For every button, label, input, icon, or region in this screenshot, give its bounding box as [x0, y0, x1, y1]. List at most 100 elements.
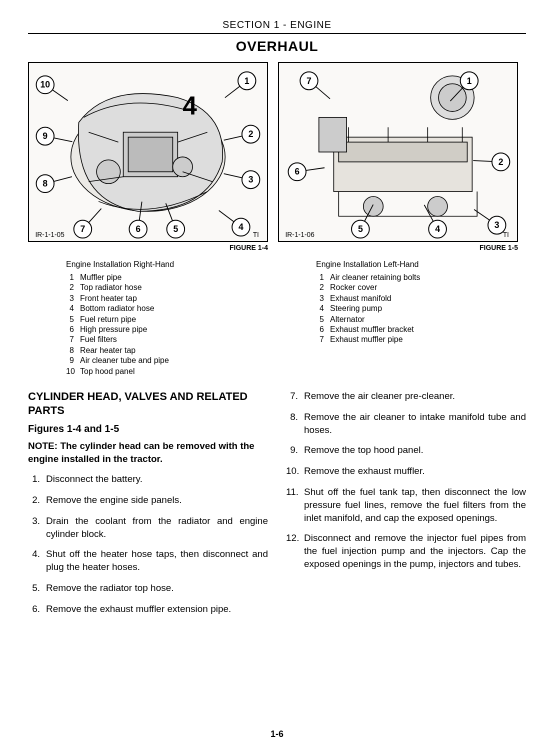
callout-number: 9 — [66, 356, 80, 366]
left-column: CYLINDER HEAD, VALVES AND RELATED PARTS … — [28, 391, 268, 625]
callout-row: 1Air cleaner retaining bolts — [316, 273, 518, 283]
step-text: Remove the radiator top hose. — [46, 583, 174, 596]
figure-1-4: 4 12345678910 IR-1-1-05 TI — [28, 62, 268, 242]
callout-bubble-number: 2 — [248, 129, 253, 139]
step-item: 4.Shut off the heater hose taps, then di… — [28, 549, 268, 575]
callout-bubble-number: 7 — [80, 224, 85, 234]
callout-row: 2Rocker cover — [316, 283, 518, 293]
figure-left-wrap: 4 12345678910 IR-1-1-05 TI FIGURE 1-4 — [28, 62, 268, 252]
step-number: 7. — [286, 391, 304, 404]
step-item: 12.Disconnect and remove the injector fu… — [286, 533, 526, 571]
callout-bubble-number: 7 — [307, 76, 312, 86]
callout-row: 6Exhaust muffler bracket — [316, 325, 518, 335]
callout-title-left: Engine Installation Right-Hand — [66, 260, 268, 269]
callout-row: 4Steering pump — [316, 304, 518, 314]
step-number: 5. — [28, 583, 46, 596]
step-item: 8.Remove the air cleaner to intake manif… — [286, 412, 526, 438]
engine-diagram-right: 1234567 IR-1-1-06 TI — [279, 63, 517, 241]
callout-number: 8 — [66, 346, 80, 356]
step-item: 7.Remove the air cleaner pre-cleaner. — [286, 391, 526, 404]
callout-number: 2 — [316, 283, 330, 293]
callout-number: 6 — [316, 325, 330, 335]
callout-bubble-number: 6 — [136, 224, 141, 234]
step-text: Remove the exhaust muffler extension pip… — [46, 604, 231, 617]
callout-number: 7 — [66, 335, 80, 345]
callout-row: 3Front heater tap — [66, 294, 268, 304]
callout-number: 5 — [66, 315, 80, 325]
steps-list-right: 7.Remove the air cleaner pre-cleaner.8.R… — [286, 391, 526, 572]
callout-text: Bottom radiator hose — [80, 304, 154, 314]
step-item: 2.Remove the engine side panels. — [28, 495, 268, 508]
callout-text: Exhaust muffler pipe — [330, 335, 403, 345]
callout-row: 10Top hood panel — [66, 367, 268, 377]
callout-row: 4Bottom radiator hose — [66, 304, 268, 314]
step-text: Remove the engine side panels. — [46, 495, 182, 508]
figure-1-5: 1234567 IR-1-1-06 TI — [278, 62, 518, 242]
page-title: OVERHAUL — [28, 38, 526, 54]
callout-bubble-number: 6 — [295, 167, 300, 177]
fig-corner-r: TI — [503, 232, 509, 239]
step-number: 8. — [286, 412, 304, 438]
callout-block-right: Engine Installation Left-Hand 1Air clean… — [278, 260, 518, 377]
callout-number: 7 — [316, 335, 330, 345]
step-number: 6. — [28, 604, 46, 617]
callout-row: 5Alternator — [316, 315, 518, 325]
callout-bubble-number: 3 — [248, 175, 253, 185]
callout-text: Air cleaner tube and pipe — [80, 356, 169, 366]
step-number: 2. — [28, 495, 46, 508]
step-text: Remove the exhaust muffler. — [304, 466, 425, 479]
callout-list-left: 1Muffler pipe2Top radiator hose3Front he… — [66, 273, 268, 377]
section-header: SECTION 1 - ENGINE — [28, 20, 526, 31]
right-column: 7.Remove the air cleaner pre-cleaner.8.R… — [286, 391, 526, 625]
engine-diagram-left: 4 12345678910 IR-1-1-05 TI — [29, 63, 267, 241]
step-item: 6.Remove the exhaust muffler extension p… — [28, 604, 268, 617]
callout-number: 3 — [316, 294, 330, 304]
figure-row: 4 12345678910 IR-1-1-05 TI FIGURE 1-4 — [28, 62, 526, 252]
step-number: 3. — [28, 516, 46, 542]
steps-list-left: 1.Disconnect the battery.2.Remove the en… — [28, 474, 268, 617]
callout-text: Top hood panel — [80, 367, 135, 377]
page-number: 1-6 — [0, 729, 554, 739]
callout-columns: Engine Installation Right-Hand 1Muffler … — [28, 260, 526, 377]
callout-text: Steering pump — [330, 304, 382, 314]
svg-text:4: 4 — [183, 92, 198, 120]
figure-reference: Figures 1-4 and 1-5 — [28, 424, 268, 435]
step-number: 12. — [286, 533, 304, 571]
callout-number: 2 — [66, 283, 80, 293]
figure-caption-right: FIGURE 1-5 — [278, 245, 518, 252]
fig-corner-r: TI — [253, 232, 259, 239]
callout-text: Rear heater tap — [80, 346, 136, 356]
callout-number: 1 — [316, 273, 330, 283]
callout-row: 8Rear heater tap — [66, 346, 268, 356]
callout-bubble-number: 4 — [435, 224, 440, 234]
callout-text: Muffler pipe — [80, 273, 122, 283]
step-item: 5.Remove the radiator top hose. — [28, 583, 268, 596]
callout-number: 10 — [66, 367, 80, 377]
step-item: 10.Remove the exhaust muffler. — [286, 466, 526, 479]
step-number: 9. — [286, 445, 304, 458]
step-number: 10. — [286, 466, 304, 479]
callout-block-left: Engine Installation Right-Hand 1Muffler … — [28, 260, 268, 377]
callout-number: 1 — [66, 273, 80, 283]
callout-number: 5 — [316, 315, 330, 325]
callout-number: 4 — [66, 304, 80, 314]
callout-row: 9Air cleaner tube and pipe — [66, 356, 268, 366]
callout-text: Exhaust muffler bracket — [330, 325, 414, 335]
step-number: 1. — [28, 474, 46, 487]
main-columns: CYLINDER HEAD, VALVES AND RELATED PARTS … — [28, 391, 526, 625]
callout-list-right: 1Air cleaner retaining bolts2Rocker cove… — [316, 273, 518, 346]
callout-bubble-number: 3 — [494, 220, 499, 230]
figure-caption-left: FIGURE 1-4 — [28, 245, 268, 252]
fig-corner-label: IR-1-1-06 — [285, 232, 314, 239]
step-item: 9.Remove the top hood panel. — [286, 445, 526, 458]
step-number: 11. — [286, 487, 304, 525]
step-text: Remove the air cleaner pre-cleaner. — [304, 391, 455, 404]
step-text: Disconnect and remove the injector fuel … — [304, 533, 526, 571]
callout-bubble-number: 4 — [238, 222, 243, 232]
callout-title-right: Engine Installation Left-Hand — [316, 260, 518, 269]
step-text: Shut off the heater hose taps, then disc… — [46, 549, 268, 575]
step-item: 3.Drain the coolant from the radiator an… — [28, 516, 268, 542]
step-text: Disconnect the battery. — [46, 474, 142, 487]
section-heading: CYLINDER HEAD, VALVES AND RELATED PARTS — [28, 391, 268, 419]
step-text: Remove the top hood panel. — [304, 445, 423, 458]
